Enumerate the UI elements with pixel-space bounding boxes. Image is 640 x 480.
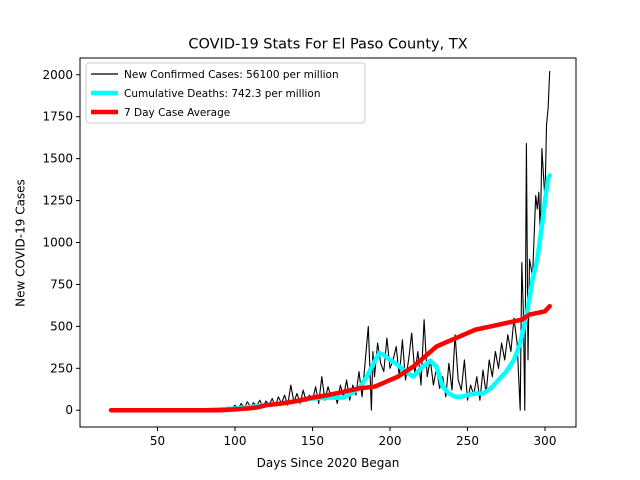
y-tick-label-1750: 1750 (42, 110, 73, 124)
x-tick-label-300: 300 (534, 434, 557, 448)
y-tick-label-750: 750 (50, 277, 73, 291)
legend-label-cases: New Confirmed Cases: 56100 per million (124, 69, 339, 81)
x-axis-label: Days Since 2020 Began (257, 456, 400, 470)
plot-frame (79, 57, 577, 428)
x-tick-label-50: 50 (150, 434, 165, 448)
y-tick-label-0: 0 (65, 403, 73, 417)
legend: New Confirmed Cases: 56100 per million C… (85, 62, 366, 124)
y-tick-label-1500: 1500 (42, 152, 73, 166)
y-axis-label: New COVID-19 Cases (14, 179, 28, 307)
series-line-3-7-day-case-average (108, 303, 552, 413)
y-axis-ticks: 0 250 500 750 1000 1250 1500 1750 2000 (42, 68, 80, 417)
x-tick-label-150: 150 (301, 434, 324, 448)
x-tick-label-100: 100 (224, 434, 247, 448)
chart-title: COVID-19 Stats For El Paso County, TX (188, 37, 467, 53)
x-axis-ticks: 50 100 150 200 250 300 (150, 427, 557, 448)
legend-label-average: 7 Day Case Average (124, 107, 230, 119)
y-tick-label-1000: 1000 (42, 236, 73, 250)
x-tick-label-250: 250 (456, 434, 479, 448)
legend-box (85, 62, 366, 124)
x-tick-label-200: 200 (379, 434, 402, 448)
series-layer (108, 70, 552, 413)
y-tick-label-500: 500 (50, 319, 73, 333)
y-tick-label-2000: 2000 (42, 68, 73, 82)
y-tick-label-250: 250 (50, 361, 73, 375)
legend-label-deaths: Cumulative Deaths: 742.3 per million (124, 88, 321, 100)
y-tick-label-1250: 1250 (42, 194, 73, 208)
